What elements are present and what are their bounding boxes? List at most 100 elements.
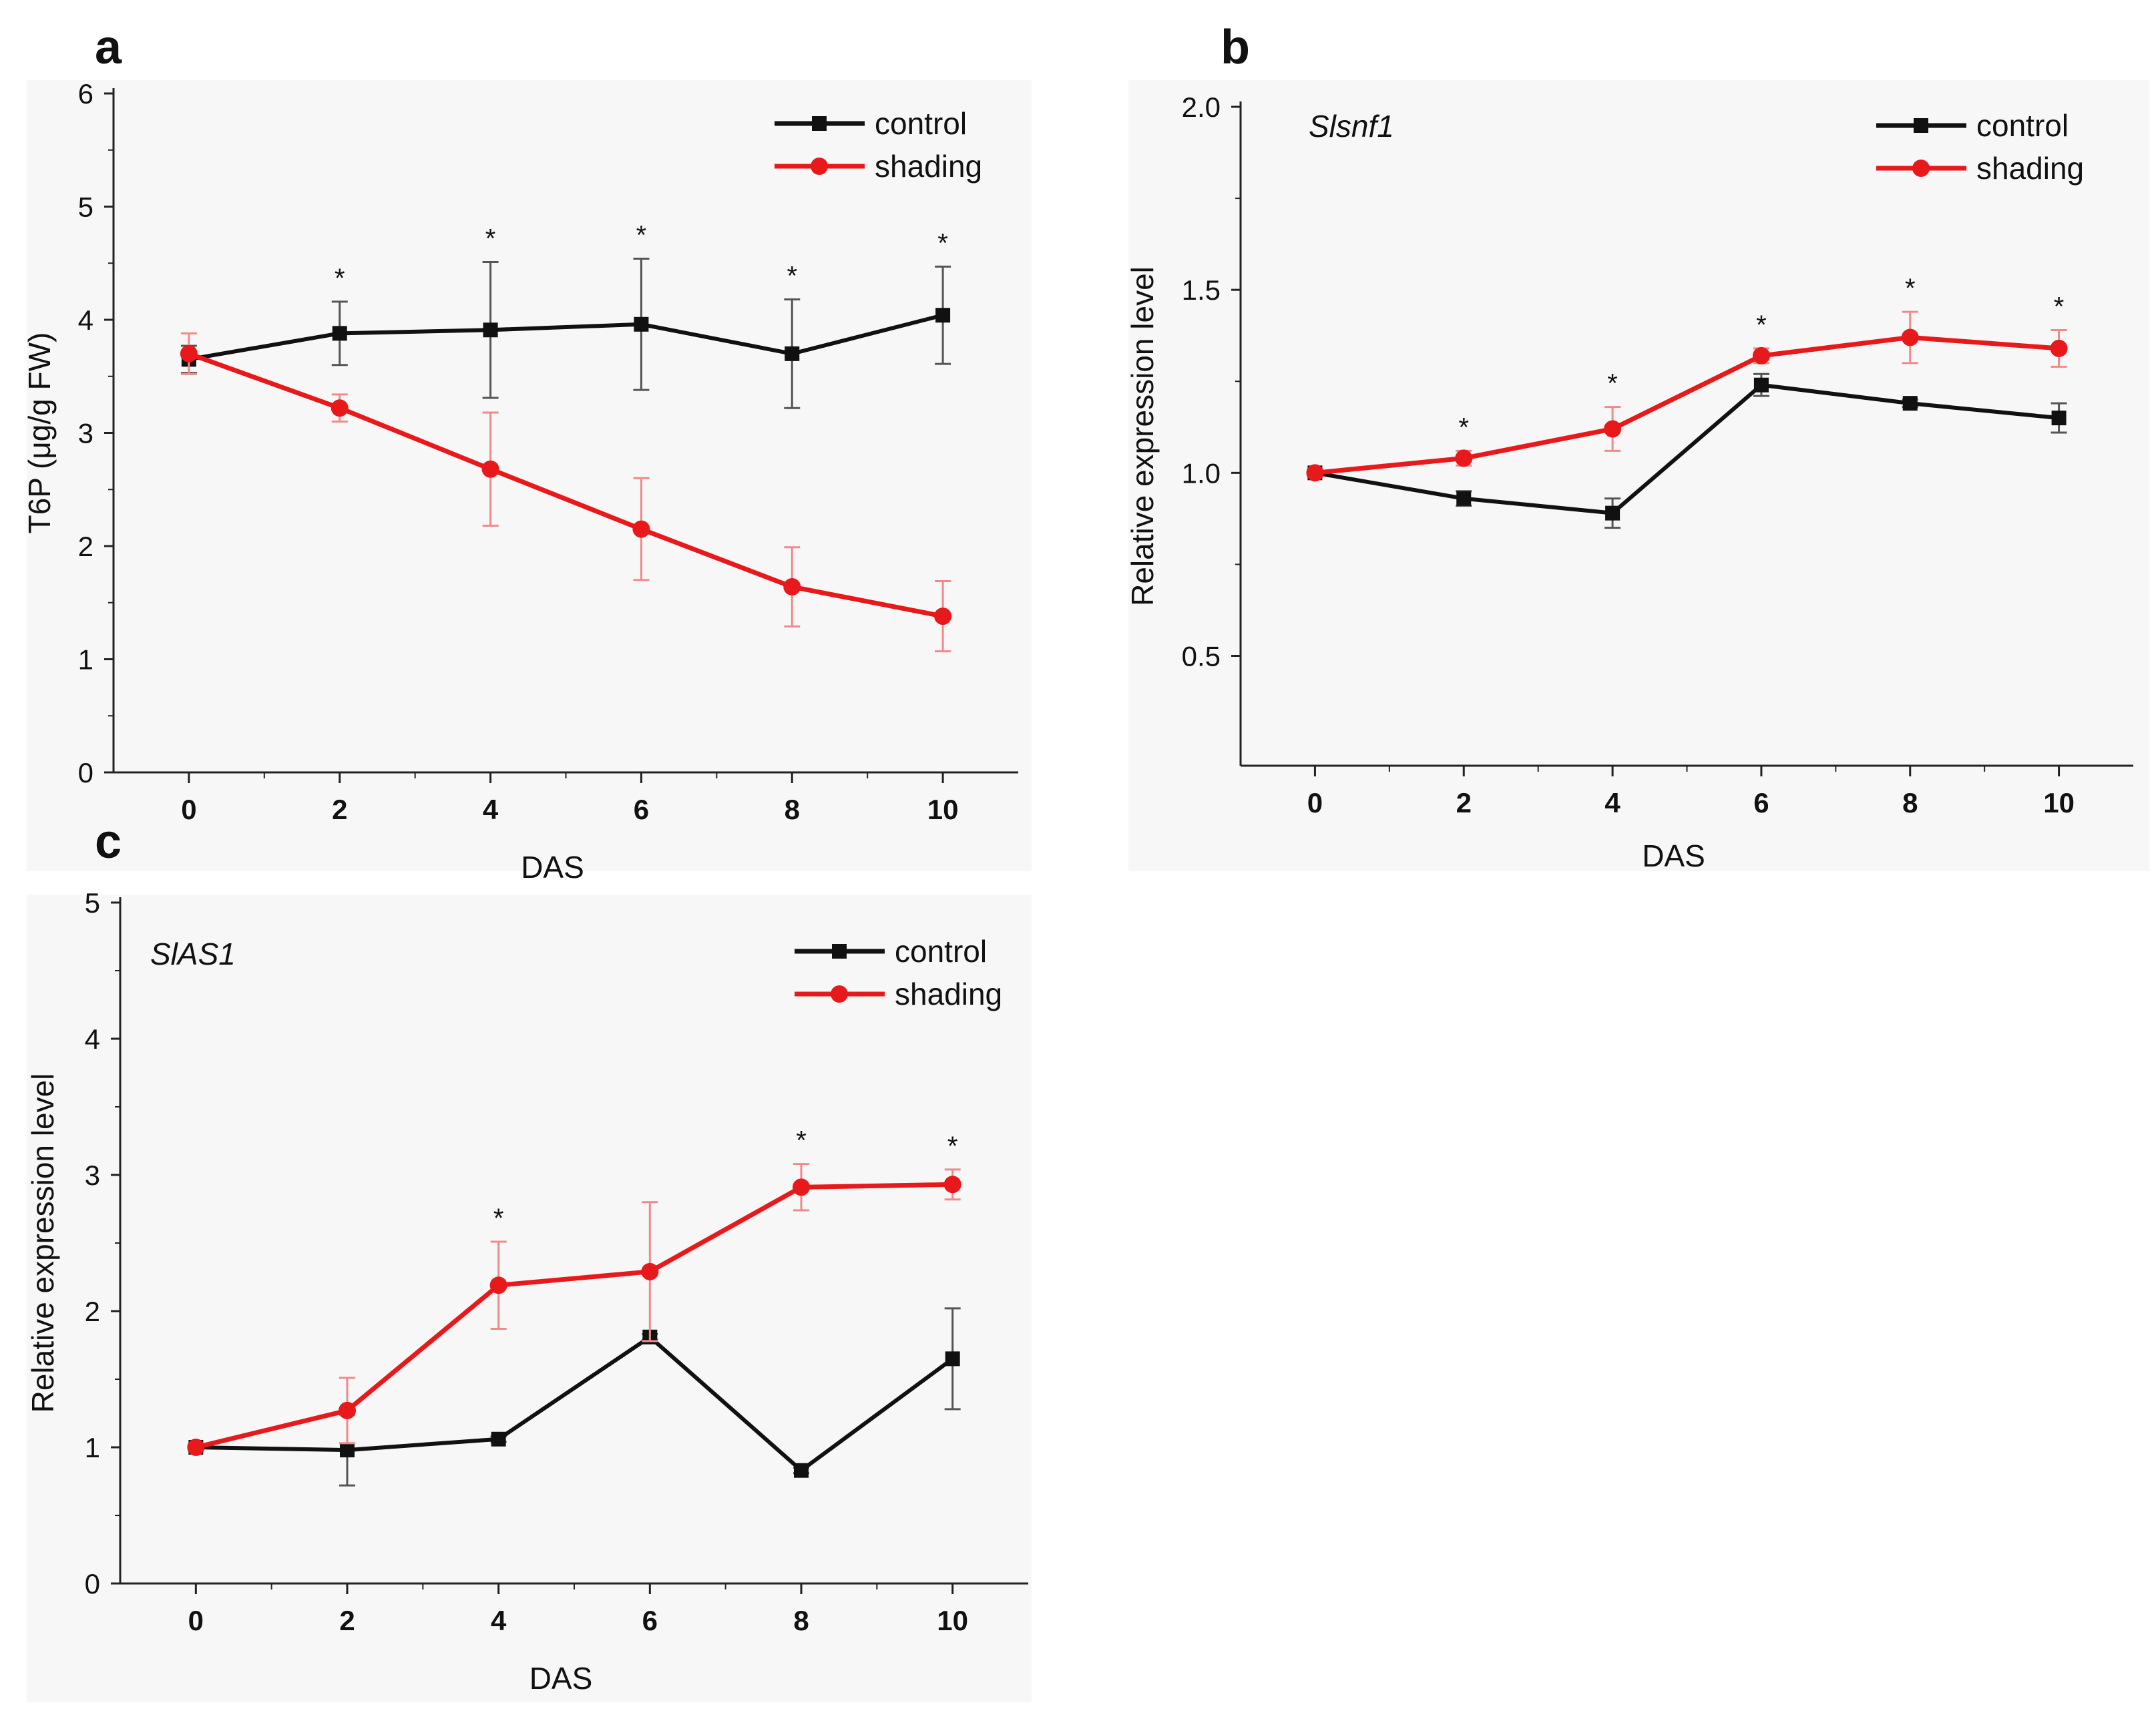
panel-a-x-tick-label: 0 [181,794,196,825]
panel-b-x-tick-label: 6 [1753,787,1769,818]
panel-a-y-tick-label: 5 [78,192,93,223]
panel-a-significance-star: * [937,228,948,258]
panel-c-shading-point [793,1178,810,1196]
panel-a: a 0 1 2 3 4 5 6 0 2 4 6 8 10 DAS T6P (μg/g FW) * * * * * con… [22,21,1032,885]
panel-a-shading-line [188,351,943,619]
panel-c-shading-point [943,1176,961,1194]
panel-b-significance-star: * [1905,274,1916,303]
panel-b-shading-point [1901,328,1919,346]
panel-c-x-tick-label: 2 [339,1605,355,1636]
panel-b-control-point [1605,505,1621,521]
panel-b-shading-point [2050,339,2068,357]
panel-b-x-tick-label: 2 [1456,787,1472,818]
panel-a-x-tick-label: 8 [785,794,800,825]
panel-b-control-point [1902,396,1918,411]
panel-a-legend-label-shading: shading [875,149,982,184]
panel-b-shading-point [1604,420,1622,438]
panel-a-legend-label-control: control [875,106,967,141]
panel-c-legend-label-control: control [895,934,987,969]
panel-a-y-tick-label: 3 [78,418,93,449]
panel-b-x-tick-label: 4 [1604,787,1621,818]
panel-a-significance-star: * [485,224,496,254]
panel-b-background [1128,80,2149,871]
panel-b-y-axis-label: Relative expression level [1125,266,1160,606]
panel-a-legend-marker-shading [811,158,828,175]
panel-a-x-tick-label: 6 [634,794,649,825]
panel-b-control-point [1456,491,1472,506]
panel-b-control-point [1753,377,1769,393]
panel-a-y-tick-label: 0 [78,757,93,788]
panel-c-x-tick-label: 4 [491,1605,507,1636]
panel-a-x-tick-label: 4 [483,794,499,825]
panel-a-control-point [785,346,800,361]
panel-b-legend-label-control: control [1976,108,2069,143]
panel-c-significance-star: * [493,1204,504,1233]
panel-b-control-point [2051,411,2067,426]
panel-c-legend-marker-control [832,944,847,959]
panel-c-y-tick-label: 3 [85,1160,100,1191]
panel-a-shading-point [783,578,801,596]
panel-b-legend-marker-shading [1912,160,1930,177]
panel-b-legend-marker-control [1914,118,1928,133]
panel-b-x-tick-label: 0 [1307,787,1323,818]
panel-a-significance-star: * [335,264,345,293]
panel-a-x-tick-label: 2 [332,794,347,825]
panel-c-shading-line [195,1182,953,1450]
panel-a-label: a [95,21,122,74]
panel-a-significance-star: * [636,220,647,250]
panel-a-y-tick-label: 4 [78,304,93,336]
panel-b-shading-point [1752,346,1770,364]
panel-b-y-tick-label: 2.0 [1182,91,1221,123]
panel-b-x-tick-label: 8 [1902,787,1918,818]
panel-a-y-axis-label: T6P (μg/g FW) [22,332,57,534]
panel-c-background [27,895,1032,1702]
panel-c-x-tick-label: 10 [937,1605,968,1636]
panel-c-shading-point [187,1439,205,1456]
panel-a-y-tick-label: 2 [78,531,93,562]
panel-c-y-axis-label: Relative expression level [25,1073,60,1413]
panel-c-significance-star: * [947,1132,958,1161]
panel-b-control-line [1314,383,2059,515]
panel-a-shading-point [331,399,349,417]
panel-a-control-point [634,316,649,332]
panel-c-x-axis-label: DAS [529,1661,593,1696]
panel-c-y-tick-label: 1 [85,1432,100,1463]
panel-c-shading-point [489,1276,507,1294]
panel-c-y-tick-label: 5 [85,887,100,919]
panel-c-y-tick-label: 0 [85,1568,100,1600]
panel-a-control-point [483,322,498,338]
panel-c-significance-star: * [796,1126,807,1156]
panel-c-control-point [945,1351,960,1367]
panel-c-x-tick-label: 0 [188,1605,204,1636]
panel-b-y-tick-label: 1.0 [1182,457,1221,489]
panel-c-control-line [196,1334,954,1473]
panel-a-x-axis-label: DAS [521,850,584,885]
panel-c-x-tick-label: 6 [642,1605,658,1636]
panel-b-y-tick-label: 1.5 [1182,274,1221,306]
panel-a-shading-point [934,607,952,626]
panel-b-significance-star: * [1458,413,1469,442]
panel-b-shading-line [1315,334,2059,475]
panel-a-background [27,80,1032,871]
panel-c-legend-label-shading: shading [895,977,1002,1011]
panel-b-x-tick-label: 10 [2043,787,2075,818]
panel-c-control-point [340,1443,355,1458]
panel-c: c SlAS1 0 1 2 3 4 5 0 2 4 6 8 10 DAS Relative express… [25,815,1032,1702]
panel-c-x-tick-label: 8 [793,1605,809,1636]
panel-a-shading-point [180,344,198,362]
panel-c-gene-label: SlAS1 [150,937,236,971]
panel-a-legend-marker-control [812,116,827,131]
panel-b-y-tick-label: 0.5 [1182,641,1221,672]
panel-a-significance-star: * [787,261,797,290]
panel-c-y-tick-label: 4 [85,1023,100,1055]
panel-b-legend-label-shading: shading [1976,151,2084,186]
panel-a-y-tick-label: 6 [78,78,93,109]
panel-a-x-tick-label: 10 [927,794,959,825]
panel-c-control-point [794,1463,809,1478]
panel-c-legend-marker-shading [831,985,848,1003]
panel-c-control-point [491,1431,506,1447]
panel-c-shading-point [339,1401,356,1419]
panel-a-control-point [332,326,347,341]
panel-a-control-line [188,313,943,362]
